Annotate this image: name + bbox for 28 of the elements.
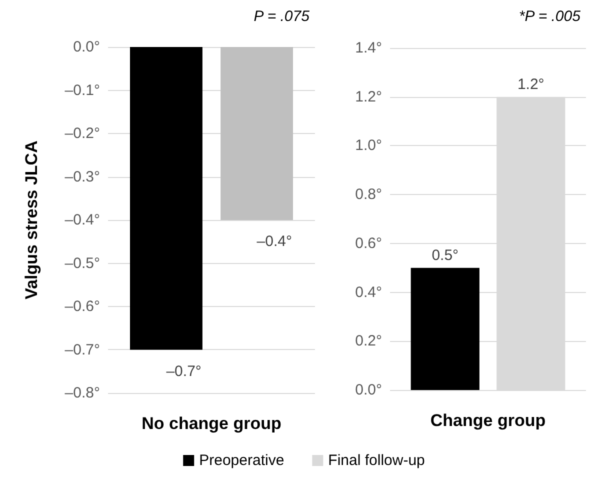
y-tick-label: –0.2° bbox=[64, 125, 100, 142]
data-label: 1.2° bbox=[517, 76, 544, 93]
y-tick-label: 1.2° bbox=[355, 88, 382, 106]
data-label: –0.7° bbox=[166, 362, 202, 380]
legend-label: Final follow-up bbox=[328, 452, 425, 469]
legend-label: Preoperative bbox=[199, 452, 284, 469]
y-tick-label: –0.8° bbox=[64, 384, 100, 402]
y-tick-label: –0.3° bbox=[64, 168, 100, 186]
chart-title: *P = .005 bbox=[518, 8, 582, 25]
y-tick-label: –0.1° bbox=[64, 82, 100, 99]
y-tick-label: –0.4° bbox=[64, 212, 100, 228]
y-tick-label: 1.0° bbox=[355, 137, 382, 154]
y-tick-label: –0.6° bbox=[64, 298, 100, 315]
chart-title: P = .075 bbox=[254, 8, 310, 25]
y-tick-label: –0.5° bbox=[64, 254, 100, 272]
y-tick-label: –0.7° bbox=[64, 341, 100, 358]
y-tick-label: 0.2° bbox=[355, 332, 382, 350]
data-label: –0.4° bbox=[256, 233, 292, 250]
x-axis-title: No change group bbox=[142, 414, 282, 433]
x-axis-title: Change group bbox=[430, 411, 546, 430]
y-tick-label: 0.0° bbox=[355, 382, 382, 398]
y-tick-label: 0.0° bbox=[73, 38, 100, 56]
y-tick-label: 0.4° bbox=[355, 284, 382, 301]
data-label: 0.5° bbox=[432, 246, 459, 264]
y-tick-label: 0.6° bbox=[355, 234, 382, 252]
y-tick-label: 1.4° bbox=[355, 40, 382, 56]
y-tick-label: 0.8° bbox=[355, 186, 382, 204]
y-axis-title: Valgus stress JLCA bbox=[22, 140, 41, 300]
